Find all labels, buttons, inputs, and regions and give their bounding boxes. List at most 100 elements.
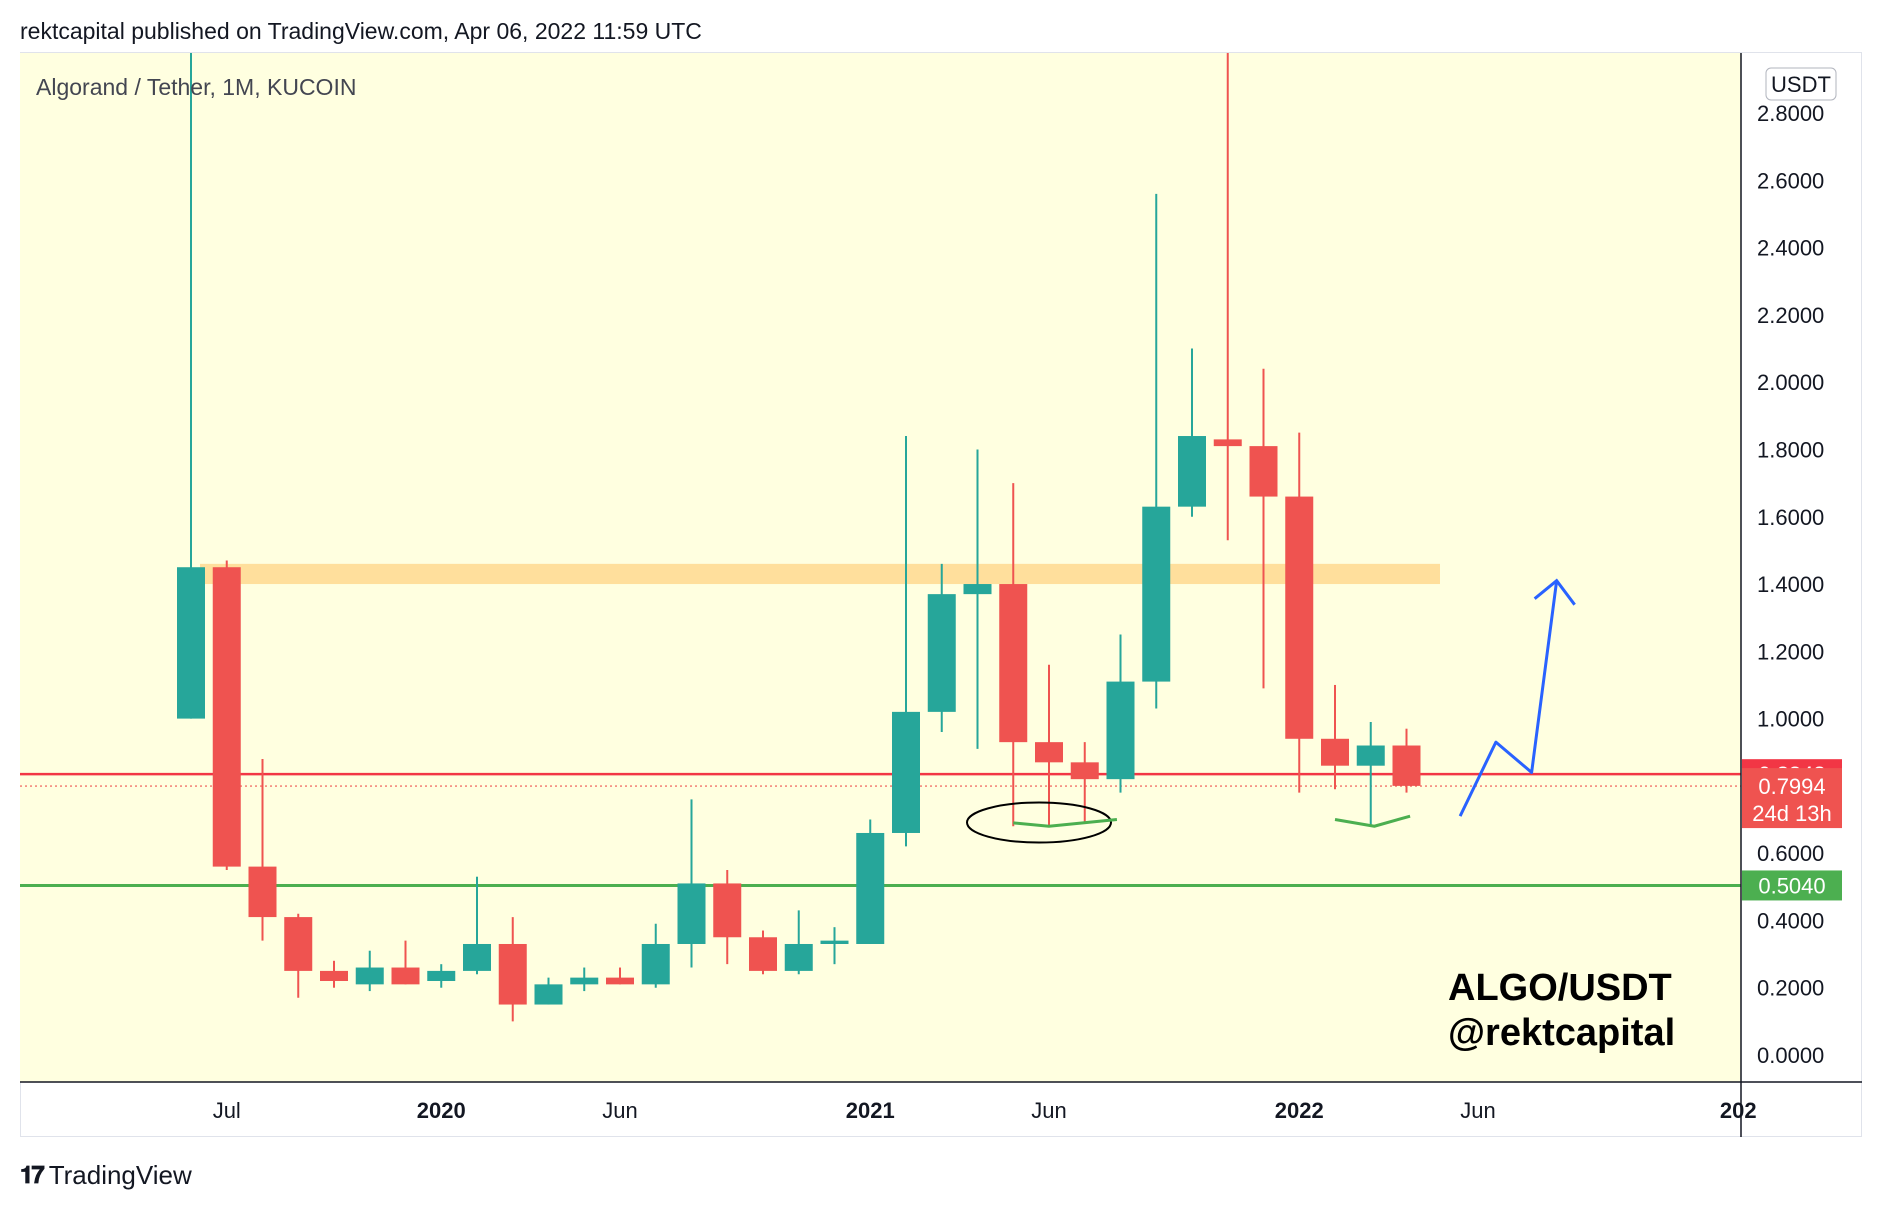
- candle-body: [1392, 745, 1421, 786]
- candle-body: [713, 883, 742, 938]
- support-curve-1: [1013, 818, 1118, 828]
- candle: [927, 563, 956, 733]
- candle: [534, 977, 563, 1005]
- candle: [248, 758, 277, 941]
- candle-body: [1035, 742, 1063, 763]
- publish-header: rektcapital published on TradingView.com…: [20, 18, 702, 44]
- candle: [1213, 53, 1242, 541]
- tradingview-logo-icon: 𝟏𝟕: [20, 1161, 45, 1189]
- footer-brand-text: TradingView: [48, 1160, 192, 1190]
- y-tick-label: 2.4000: [1757, 236, 1824, 261]
- x-tick-label: Jun: [1031, 1098, 1066, 1123]
- candle-body: [1356, 745, 1385, 766]
- candle-body: [1106, 681, 1135, 780]
- candle: [570, 967, 599, 992]
- y-tick-label: 2.8000: [1757, 101, 1824, 126]
- x-tick-label: 2020: [417, 1098, 466, 1123]
- candle: [963, 449, 992, 749]
- candle-body: [1213, 439, 1242, 447]
- currency-box: [1765, 67, 1837, 101]
- candle: [1285, 432, 1314, 793]
- candle-body: [1285, 496, 1314, 739]
- candle-body: [1249, 446, 1278, 497]
- candle: [1106, 634, 1135, 793]
- x-tick-label: 2021: [846, 1098, 895, 1123]
- candle-body: [177, 567, 205, 719]
- y-tick-label: 2.6000: [1757, 168, 1824, 193]
- candle: [1178, 348, 1206, 517]
- candle: [713, 869, 742, 965]
- candle: [463, 876, 491, 975]
- candle-body: [641, 943, 670, 985]
- candle-body: [498, 943, 527, 1005]
- candle-body: [570, 977, 599, 985]
- support-curve-2: [1334, 814, 1411, 828]
- x-tick-label: 202: [1720, 1098, 1757, 1123]
- candle: [1392, 728, 1421, 793]
- candle-body: [784, 943, 813, 971]
- candle-body: [677, 883, 706, 944]
- candle-body: [1178, 436, 1206, 507]
- candle-body: [355, 967, 384, 985]
- last-price-badge: 0.7994: [1758, 774, 1825, 799]
- green-level-badge: 0.5040: [1758, 873, 1825, 898]
- candle: [1070, 742, 1099, 823]
- watermark-pair: ALGO/USDT: [1448, 967, 1672, 1009]
- countdown-badge: 24d 13h: [1752, 801, 1832, 826]
- x-tick-label: Jul: [213, 1098, 241, 1123]
- candle-body: [892, 711, 920, 833]
- y-tick-label: 1.4000: [1757, 572, 1824, 597]
- candle-body: [463, 943, 491, 971]
- y-tick-label: 0.6000: [1757, 841, 1824, 866]
- candle: [177, 53, 205, 719]
- y-tick-label: 1.8000: [1757, 437, 1824, 462]
- candle: [856, 819, 885, 944]
- candle: [1035, 664, 1063, 827]
- projection-arrowhead: [1533, 578, 1576, 606]
- y-tick-label: 0.0000: [1757, 1043, 1824, 1068]
- resistance-zone: [200, 563, 1440, 585]
- candle-body: [320, 970, 348, 981]
- candle: [498, 917, 527, 1022]
- candle: [749, 930, 777, 975]
- x-tick-label: Jun: [602, 1098, 637, 1123]
- candle: [820, 927, 849, 965]
- candle: [427, 964, 456, 988]
- y-tick-label: 1.0000: [1757, 707, 1824, 732]
- candle-body: [1321, 738, 1349, 766]
- projection-path: [1458, 580, 1559, 817]
- candle-body: [212, 567, 241, 867]
- candle-body: [1070, 762, 1099, 780]
- candle: [892, 436, 920, 847]
- candle: [284, 913, 313, 998]
- candle-body: [248, 866, 277, 918]
- candle-body: [856, 832, 885, 944]
- candle: [606, 967, 634, 985]
- watermark-author: @rektcapital: [1448, 1012, 1675, 1054]
- candle-body: [534, 984, 563, 1005]
- footer-brand: 𝟏𝟕 TradingView: [20, 1160, 192, 1191]
- y-tick-label: 1.2000: [1757, 639, 1824, 664]
- candle-body: [820, 940, 849, 944]
- candle: [1249, 368, 1278, 689]
- currency-label: USDT: [1771, 72, 1831, 97]
- candle: [355, 950, 384, 992]
- y-tick-label: 0.4000: [1757, 908, 1824, 933]
- candle-body: [749, 937, 777, 971]
- candle-body: [927, 594, 956, 712]
- highlight-ellipse: [966, 801, 1112, 844]
- candle: [784, 910, 813, 975]
- candle-body: [1142, 506, 1171, 682]
- y-tick-label: 2.2000: [1757, 303, 1824, 328]
- y-tick-label: 0.2000: [1757, 976, 1824, 1001]
- candle: [1142, 193, 1171, 709]
- y-tick-label: 1.6000: [1757, 505, 1824, 530]
- candle: [391, 940, 420, 985]
- candle: [212, 560, 241, 870]
- y-tick-label: 2.0000: [1757, 370, 1824, 395]
- candle: [641, 923, 670, 988]
- candle-body: [391, 967, 420, 985]
- resistance-zone-layer: [200, 563, 1440, 585]
- candle-body: [606, 977, 634, 985]
